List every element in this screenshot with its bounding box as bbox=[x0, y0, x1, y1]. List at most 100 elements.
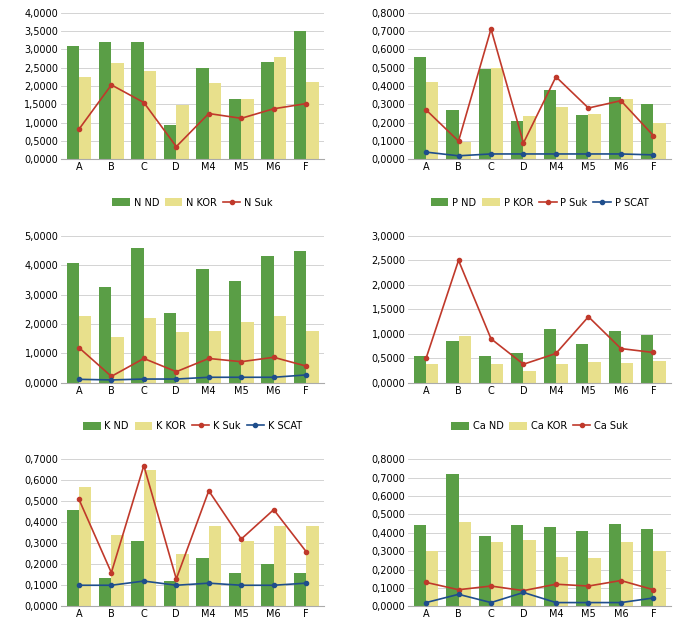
Bar bbox=[66, 509, 79, 606]
Bar bbox=[641, 335, 654, 383]
Bar bbox=[144, 470, 156, 606]
N Suk bbox=[205, 110, 213, 118]
Ca Suk bbox=[650, 349, 658, 356]
Bar bbox=[132, 42, 144, 159]
Bar bbox=[446, 341, 458, 383]
Bar bbox=[209, 331, 221, 383]
K SCAT bbox=[270, 374, 278, 381]
Bar bbox=[654, 551, 666, 606]
Na Suk bbox=[519, 587, 527, 594]
Na SCAT bbox=[422, 599, 430, 606]
Bar bbox=[261, 62, 274, 159]
P Suk bbox=[650, 132, 658, 139]
N Suk bbox=[302, 100, 311, 107]
Bar bbox=[209, 83, 221, 159]
Bar bbox=[306, 526, 319, 606]
P SCAT bbox=[487, 150, 495, 158]
Bar bbox=[458, 142, 471, 159]
Bar bbox=[197, 68, 209, 159]
Legend: N ND, N KOR, N Suk: N ND, N KOR, N Suk bbox=[108, 194, 277, 211]
Bar bbox=[654, 361, 666, 383]
P Suk bbox=[552, 73, 560, 81]
Line: P SCAT: P SCAT bbox=[424, 150, 656, 158]
Line: Mg Suk: Mg Suk bbox=[77, 464, 308, 581]
N Suk bbox=[172, 143, 180, 151]
N Suk bbox=[107, 81, 115, 89]
Bar bbox=[79, 316, 92, 383]
Mg Suk bbox=[107, 569, 115, 576]
Bar bbox=[274, 316, 286, 383]
Bar bbox=[229, 99, 241, 159]
Mg SCAT bbox=[302, 579, 311, 587]
Na Suk bbox=[552, 581, 560, 588]
Bar bbox=[609, 331, 621, 383]
K Suk bbox=[205, 355, 213, 362]
Mg SCAT bbox=[75, 581, 83, 589]
Bar bbox=[274, 526, 286, 606]
Bar bbox=[241, 99, 254, 159]
Na SCAT bbox=[552, 599, 560, 606]
Mg SCAT bbox=[107, 581, 115, 589]
Bar bbox=[641, 104, 654, 159]
Bar bbox=[164, 313, 176, 383]
Line: P Suk: P Suk bbox=[424, 27, 656, 145]
N Suk bbox=[75, 126, 83, 133]
Na Suk bbox=[617, 577, 625, 584]
Line: K Suk: K Suk bbox=[77, 346, 308, 379]
Bar bbox=[241, 322, 254, 383]
Bar bbox=[79, 77, 92, 159]
P SCAT bbox=[454, 152, 462, 159]
Bar bbox=[511, 526, 523, 606]
P SCAT bbox=[552, 150, 560, 158]
Legend: Ca ND, Ca KOR, Ca Suk: Ca ND, Ca KOR, Ca Suk bbox=[447, 417, 632, 435]
Bar bbox=[479, 69, 491, 159]
Line: K SCAT: K SCAT bbox=[77, 373, 308, 382]
K SCAT bbox=[302, 371, 311, 379]
Bar bbox=[576, 116, 589, 159]
Bar bbox=[414, 356, 426, 383]
Mg Suk bbox=[75, 496, 83, 503]
P SCAT bbox=[519, 150, 527, 158]
Line: Ca Suk: Ca Suk bbox=[424, 258, 656, 366]
K Suk bbox=[302, 362, 311, 370]
Bar bbox=[306, 331, 319, 383]
Bar bbox=[294, 251, 306, 383]
Bar bbox=[491, 68, 503, 159]
Bar bbox=[479, 536, 491, 606]
P Suk bbox=[422, 106, 430, 114]
P Suk bbox=[487, 25, 495, 32]
Bar bbox=[197, 558, 209, 606]
Bar bbox=[556, 557, 568, 606]
K SCAT bbox=[172, 375, 180, 382]
Line: Na Suk: Na Suk bbox=[424, 579, 656, 592]
Mg SCAT bbox=[237, 581, 245, 589]
K Suk bbox=[237, 358, 245, 366]
K Suk bbox=[75, 344, 83, 351]
Bar bbox=[491, 542, 503, 606]
Ca Suk bbox=[552, 350, 560, 358]
Ca Suk bbox=[617, 345, 625, 352]
Bar bbox=[261, 256, 274, 383]
Bar bbox=[589, 559, 601, 606]
Bar bbox=[446, 110, 458, 159]
Mg Suk bbox=[270, 506, 278, 513]
Bar bbox=[164, 124, 176, 159]
Bar bbox=[414, 57, 426, 159]
Bar bbox=[609, 524, 621, 606]
P Suk bbox=[584, 104, 593, 112]
N Suk bbox=[270, 105, 278, 112]
Bar bbox=[523, 540, 536, 606]
Mg Suk bbox=[205, 487, 213, 494]
Bar bbox=[511, 121, 523, 159]
Bar bbox=[544, 528, 556, 606]
Mg SCAT bbox=[172, 581, 180, 589]
Bar bbox=[446, 474, 458, 606]
K Suk bbox=[107, 372, 115, 380]
Bar bbox=[294, 572, 306, 606]
Bar bbox=[176, 332, 188, 383]
Bar bbox=[426, 551, 439, 606]
Mg SCAT bbox=[205, 579, 213, 587]
Bar bbox=[197, 269, 209, 383]
Bar bbox=[491, 364, 503, 383]
Bar bbox=[229, 281, 241, 383]
